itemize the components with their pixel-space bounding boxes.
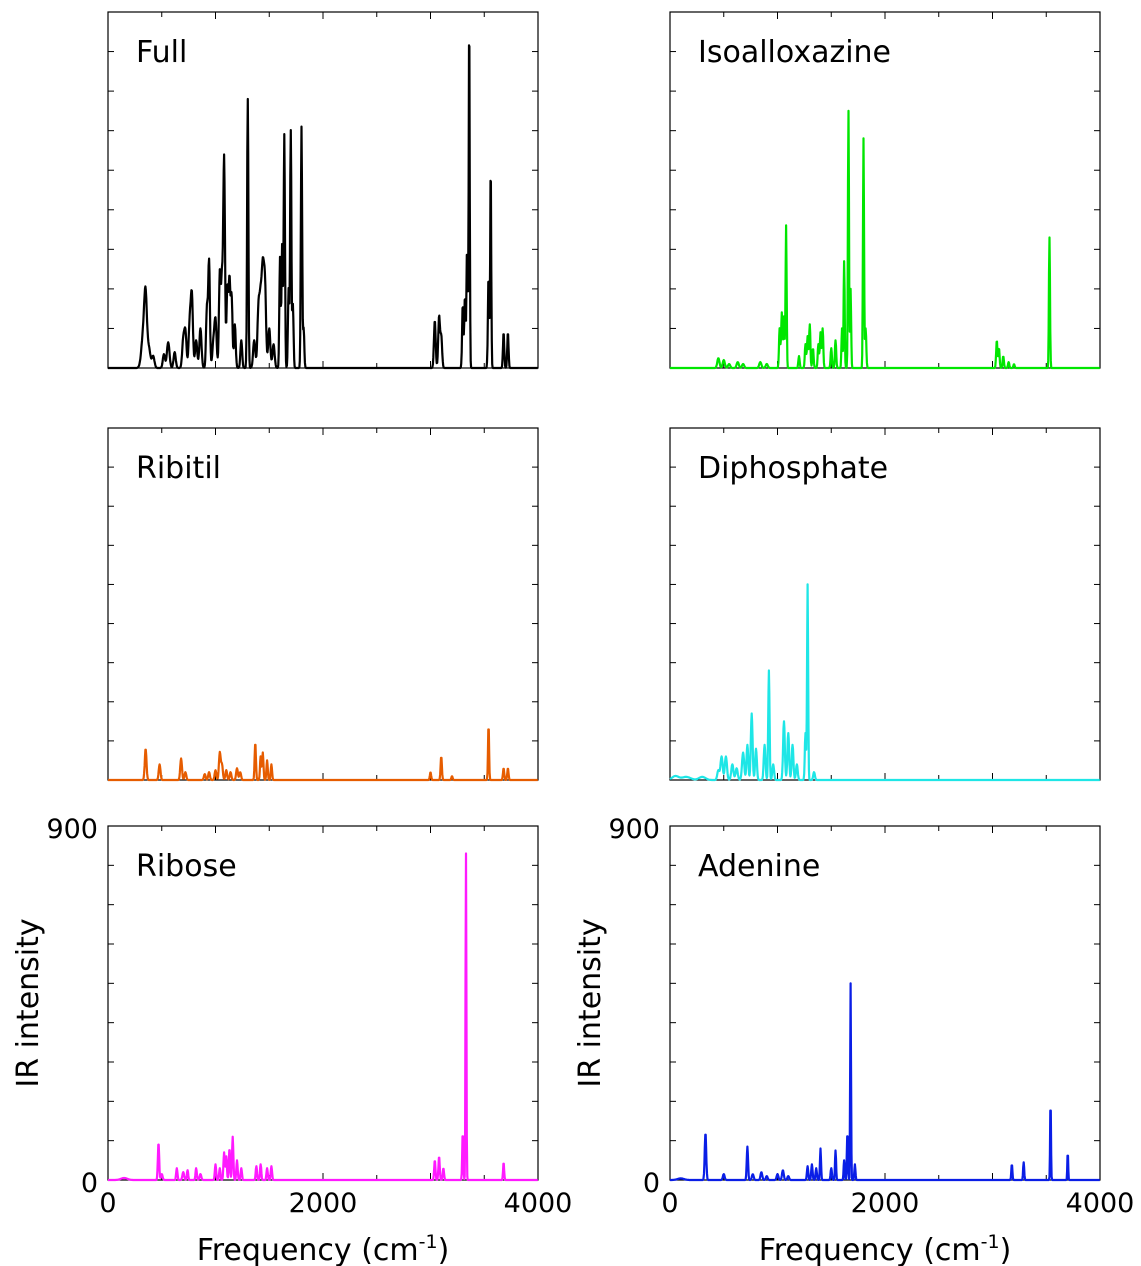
- series-line-ribose: [107, 852, 539, 1182]
- y-tick-label-max: 900: [46, 814, 98, 845]
- panel-label: Ribitil: [136, 451, 221, 486]
- y-axis-label: IR intensity: [573, 918, 608, 1087]
- x-tick-label: 2000: [851, 1188, 920, 1219]
- panel-adenine: Adenine 0 2000 4000 900 0 Frequency (cm-1) IR i…: [573, 814, 1134, 1266]
- panel-ribose: Ribose 0 2000 4000 900 0 Frequency (cm-1) IR in…: [11, 814, 572, 1266]
- panel-diphosphate: Diphosphate: [669, 427, 1101, 782]
- x-tick-label: 4000: [504, 1188, 573, 1219]
- x-tick-label: 2000: [289, 1188, 358, 1219]
- y-tick-label-max: 900: [608, 814, 660, 845]
- x-tick-label: 4000: [1066, 1188, 1135, 1219]
- series-line-adenine: [669, 982, 1101, 1182]
- panel-label: Isoalloxazine: [698, 35, 891, 70]
- series-line-ribitil: [107, 728, 539, 782]
- series-line-full: [107, 44, 539, 370]
- series-line-diphosphate: [669, 583, 1101, 782]
- x-tick-label: 0: [99, 1188, 116, 1219]
- x-axis-label: Frequency (cm-1): [197, 1231, 450, 1266]
- panel-isoalloxazine: Isoalloxazine: [669, 11, 1101, 370]
- y-tick-label-min: 0: [643, 1168, 660, 1199]
- panel-label: Diphosphate: [698, 451, 888, 486]
- x-axis-label: Frequency (cm-1): [759, 1231, 1012, 1266]
- panel-label: Ribose: [136, 849, 237, 884]
- x-tick-label: 0: [661, 1188, 678, 1219]
- y-tick-label-min: 0: [81, 1168, 98, 1199]
- y-axis-label: IR intensity: [11, 918, 46, 1087]
- panel-label: Adenine: [698, 849, 820, 884]
- panel-ribitil: Ribitil: [107, 427, 539, 782]
- series-line-isoalloxazine: [669, 109, 1101, 370]
- panel-label: Full: [136, 35, 187, 70]
- panel-full: Full: [107, 11, 539, 370]
